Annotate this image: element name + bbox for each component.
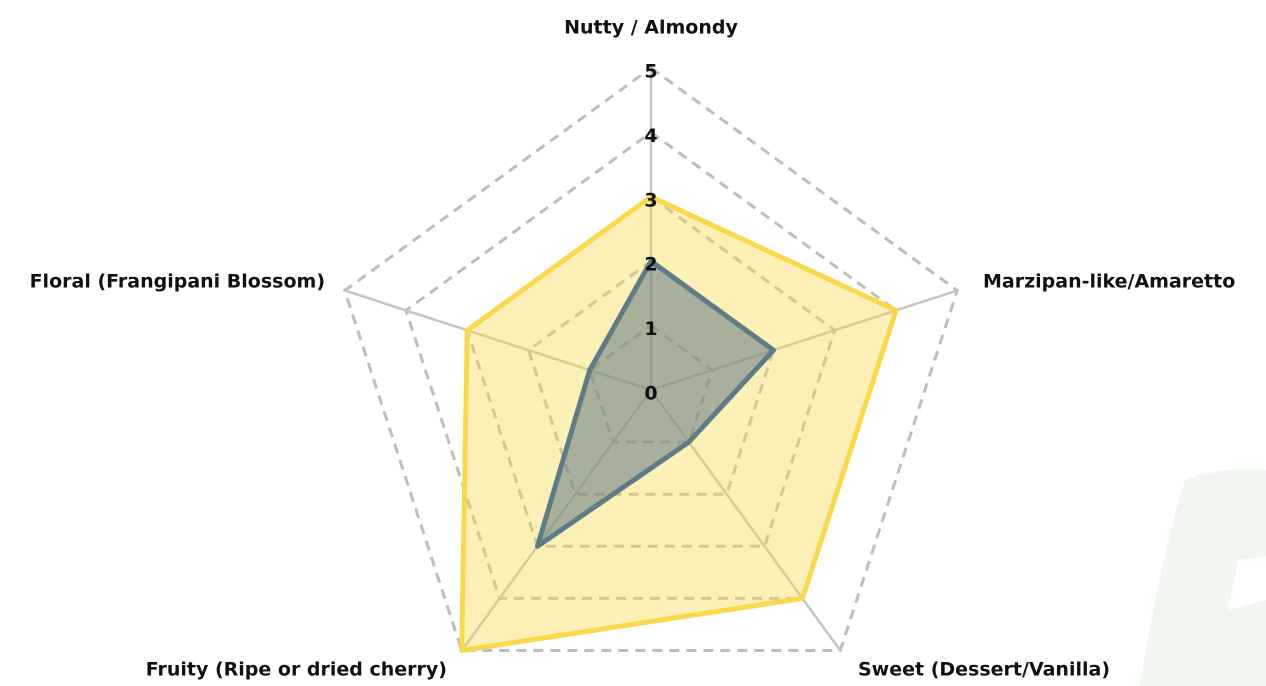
r-tick-label: 1	[644, 318, 657, 340]
r-tick-label: 0	[644, 383, 657, 405]
category-label: Nutty / Almondy	[564, 17, 738, 39]
series-area	[534, 258, 776, 549]
category-label: Floral (Frangipani Blossom)	[30, 271, 325, 293]
grid-ring	[342, 66, 960, 653]
grid-ring	[465, 194, 837, 548]
category-label: Marzipan-like/Amaretto	[983, 271, 1235, 293]
r-tick-label: 4	[644, 125, 657, 147]
r-tick-label: 5	[644, 61, 657, 83]
grid-ring	[404, 130, 898, 600]
r-tick-label: 3	[644, 189, 657, 211]
r-tick-label: 2	[644, 254, 657, 276]
category-label: Sweet (Dessert/Vanilla)	[858, 659, 1110, 681]
background-shape	[1140, 468, 1266, 686]
background-shape-cut	[1228, 556, 1266, 610]
category-label: Fruity (Ripe or dried cherry)	[146, 659, 447, 681]
